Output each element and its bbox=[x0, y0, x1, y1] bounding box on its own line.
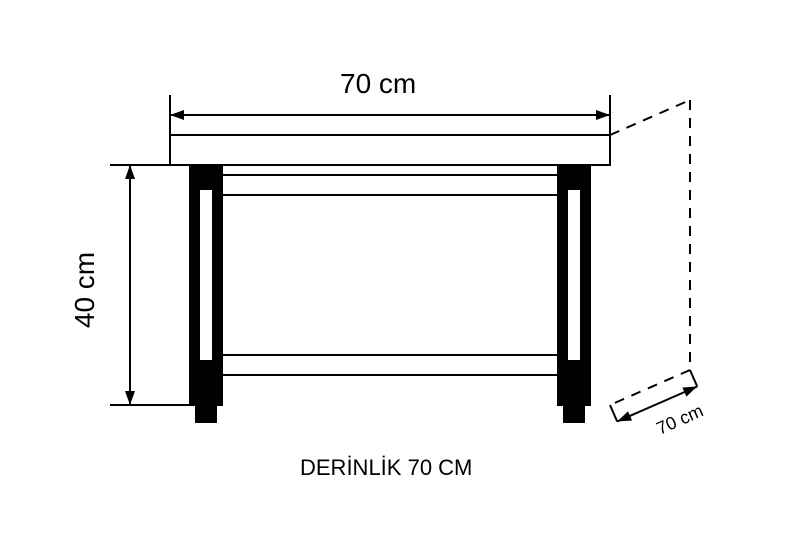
dimension-height-label: 40 cm bbox=[69, 252, 101, 328]
diagram-stage: 70 cm 40 cm 70 cm DERİNLİK 70 CM bbox=[0, 0, 800, 533]
dimension-width-label: 70 cm bbox=[340, 68, 416, 100]
caption-label: DERİNLİK 70 CM bbox=[300, 455, 472, 481]
